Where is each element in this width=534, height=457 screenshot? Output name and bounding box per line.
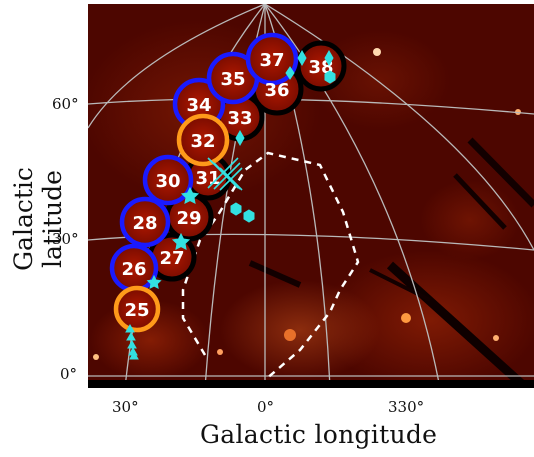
diamond-marker <box>324 49 334 67</box>
map-bottom-edge <box>88 380 534 388</box>
x-tick-label: 0° <box>257 398 275 416</box>
y-tick-label: 0° <box>60 365 78 383</box>
region-29-label: 29 <box>176 208 201 229</box>
region-28-label: 28 <box>132 213 157 234</box>
marker-layer <box>125 49 336 360</box>
region-36-label: 36 <box>264 80 289 101</box>
hexagon-marker <box>324 70 336 84</box>
region-30-circle <box>142 154 194 206</box>
region-25-circle <box>113 285 161 333</box>
x-tick-label: 30° <box>112 398 139 416</box>
region-37-label: 37 <box>259 50 284 71</box>
region-27-label: 27 <box>159 248 184 269</box>
region-30-label: 30 <box>155 171 180 192</box>
region-32-circle <box>176 113 230 167</box>
hexagon-marker <box>230 202 242 216</box>
survey-boundary <box>181 151 360 381</box>
star-marker <box>146 274 162 289</box>
y-tick-label: 60° <box>52 95 79 113</box>
x-tick-label: 330° <box>388 398 425 416</box>
region-35-label: 35 <box>220 69 245 90</box>
hexagon-marker <box>243 209 255 223</box>
triangle-markers <box>125 323 139 360</box>
x-axis-label: Galactic longitude <box>200 420 438 449</box>
diamond-marker <box>285 66 295 80</box>
diamond-marker <box>297 49 307 67</box>
diamond-marker <box>235 129 245 147</box>
star-marker <box>180 186 200 205</box>
cross-markers <box>207 157 243 191</box>
region-34-label: 34 <box>186 95 211 116</box>
star-marker <box>171 232 191 251</box>
y-tick-label: 30° <box>52 230 79 248</box>
region-31-label: 31 <box>195 168 220 189</box>
region-37-circle <box>245 32 299 86</box>
region-26-label: 26 <box>121 259 146 280</box>
region-28-circle <box>119 196 171 248</box>
region-33-label: 33 <box>227 108 252 129</box>
region-32-label: 32 <box>190 131 215 152</box>
y-axis-label: Galactic latitude <box>9 167 67 271</box>
region-25-label: 25 <box>124 300 149 321</box>
